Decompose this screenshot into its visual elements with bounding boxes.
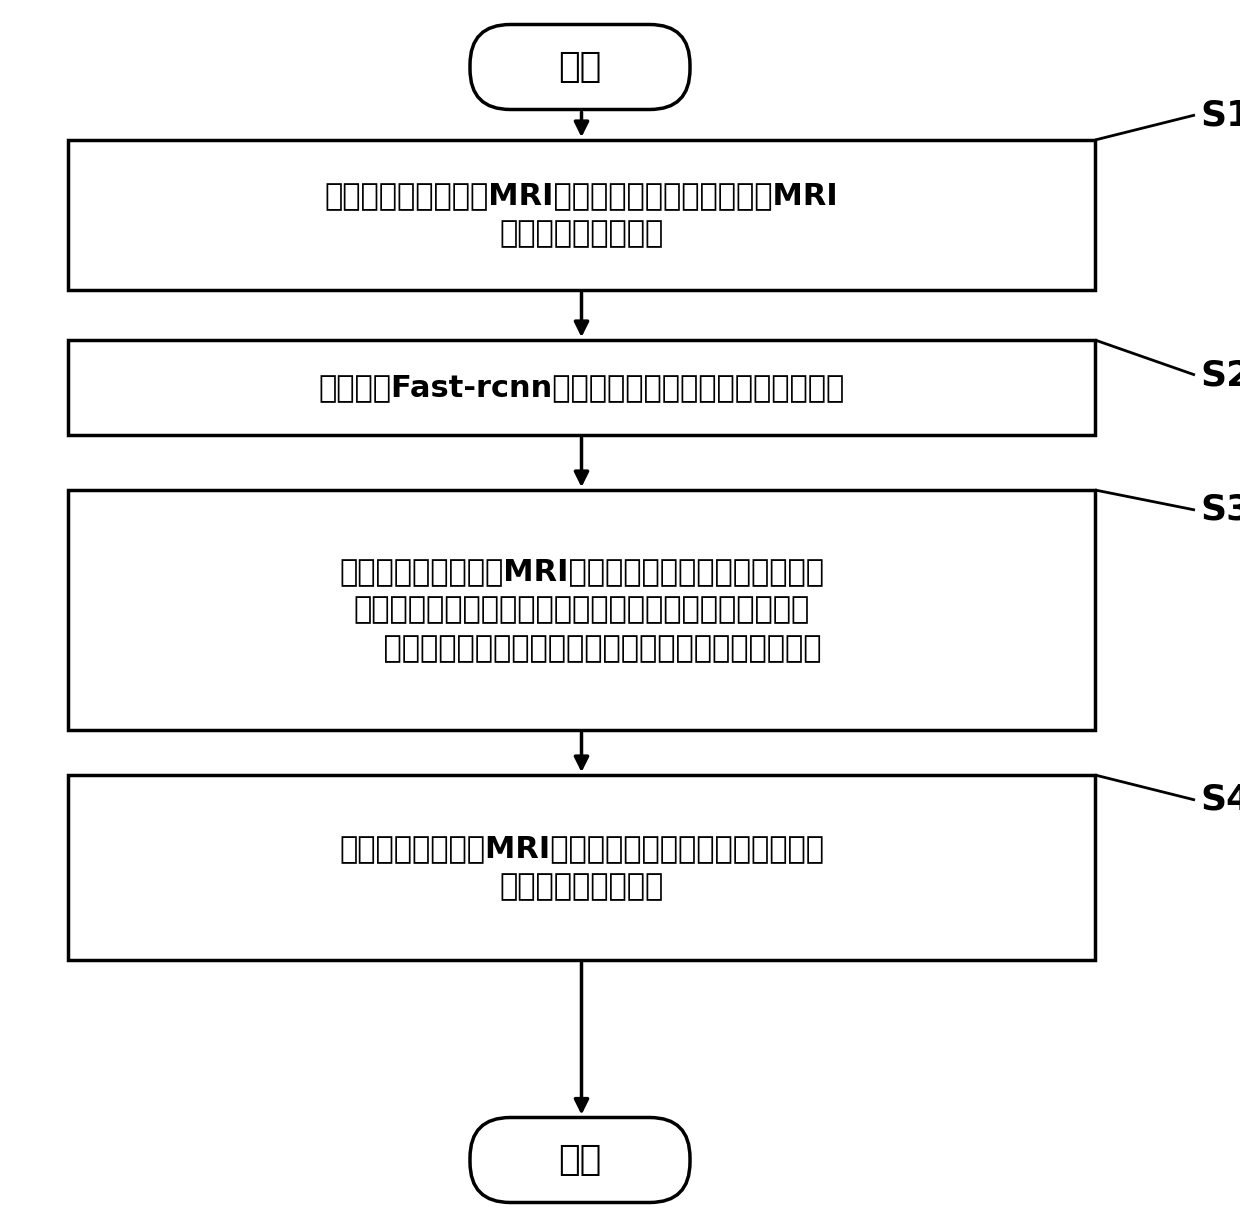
Text: S3: S3 [1200,492,1240,527]
Bar [68,776,1095,960]
Text: 采集脑肿瘾的多模态MRI图像，并对采集到的多模态MRI
图像进行预处理操作: 采集脑肿瘾的多模态MRI图像，并对采集到的多模态MRI 图像进行预处理操作 [325,181,838,249]
FancyBboxPatch shape [470,25,689,110]
Text: 将待测试的多模态MRI图像输入至第一网络模型中，输出
脑肿瘾图像分割结果: 将待测试的多模态MRI图像输入至第一网络模型中，输出 脑肿瘾图像分割结果 [339,833,825,901]
Text: 构建基于Fast-rcnn网络的第一网络模型和第二网络模型: 构建基于Fast-rcnn网络的第一网络模型和第二网络模型 [319,373,844,403]
FancyBboxPatch shape [470,1118,689,1203]
Text: 结束: 结束 [558,1144,601,1177]
Text: S1: S1 [1200,98,1240,132]
Bar [68,140,1095,291]
Text: S4: S4 [1200,783,1240,817]
Bar [68,490,1095,730]
Text: 将预处理后的多模态MRI图像输入第二网络模型，穿过权
重空间，更新平均权重，对第二网络模型进行训练，将训
    练后的第二网络模型的权重平均値存入第一网络模型: 将预处理后的多模态MRI图像输入第二网络模型，穿过权 重空间，更新平均权重，对第… [339,558,825,662]
Text: S2: S2 [1200,358,1240,391]
Text: 开始: 开始 [558,50,601,84]
Bar [68,340,1095,435]
